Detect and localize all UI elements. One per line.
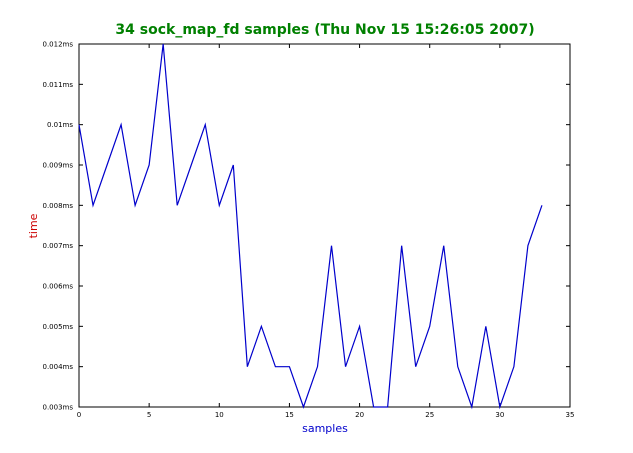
y-tick-label: 0.011ms [42,81,73,89]
x-tick-label: 25 [425,411,434,419]
x-tick-label: 5 [147,411,151,419]
x-axis-label: samples [302,422,348,435]
x-tick-label: 10 [215,411,224,419]
y-tick-label: 0.004ms [42,363,73,371]
x-tick-label: 15 [285,411,294,419]
y-tick-label: 0.01ms [47,121,73,129]
y-tick-label: 0.012ms [42,41,73,49]
x-tick-label: 30 [495,411,504,419]
y-axis-label: time [27,213,40,238]
y-tick-label: 0.006ms [42,283,73,291]
series-line-0 [78,43,543,410]
plot-area: 0 5 10 15 20 25 30 35 0.003ms0.004ms0.005ms0.00… [42,41,574,420]
y-tick-label: 0.009ms [42,162,73,170]
y-tick-label: 0.007ms [42,242,73,250]
x-tick-label: 0 [77,411,81,419]
x-tick-label: 20 [355,411,364,419]
plot-frame [78,43,571,408]
y-axis-ticks: 0.003ms 0.004ms 0.005ms 0.006ms 0.007ms 0.008… [42,41,570,412]
y-tick-label: 0.008ms [42,202,73,210]
series-layer [78,43,543,410]
y-tick-label: 0.003ms [42,404,73,412]
x-tick-label: 35 [566,411,575,419]
y-tick-label: 0.005ms [42,323,73,331]
chart-title: 34 sock_map_fd samples (Thu Nov 15 15:26… [115,22,534,38]
x-axis-ticks: 0 5 10 15 20 25 30 35 [77,44,575,419]
